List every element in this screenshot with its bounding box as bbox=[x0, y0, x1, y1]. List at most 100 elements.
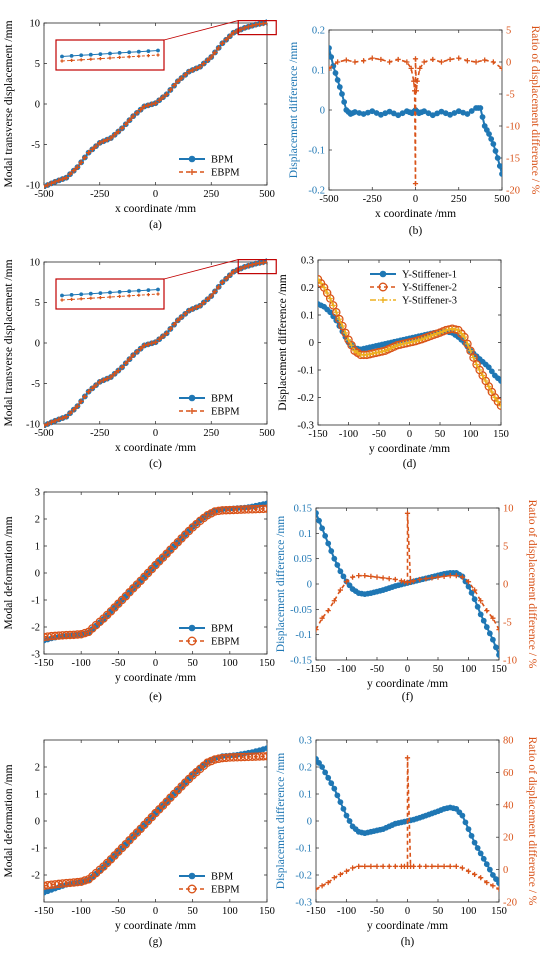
data-point bbox=[430, 56, 436, 63]
data-point bbox=[406, 339, 413, 346]
y-tick-label: -0.3 bbox=[295, 898, 312, 909]
y-tick-label: -3 bbox=[31, 650, 40, 661]
data-point bbox=[345, 337, 352, 343]
data-point bbox=[356, 863, 362, 869]
data-point bbox=[484, 879, 490, 886]
data-point bbox=[362, 573, 368, 579]
data-point bbox=[204, 296, 211, 302]
data-point bbox=[52, 418, 58, 424]
data-point bbox=[499, 65, 502, 71]
x-tick-label: -50 bbox=[372, 429, 386, 440]
data-point bbox=[478, 598, 484, 604]
data-point bbox=[484, 608, 490, 614]
data-point bbox=[145, 341, 151, 347]
data-point bbox=[459, 574, 465, 580]
data-point bbox=[498, 378, 501, 384]
data-point bbox=[386, 863, 392, 869]
y-tick-label: 0.1 bbox=[312, 66, 325, 77]
data-point bbox=[343, 868, 350, 874]
data-point bbox=[413, 338, 419, 344]
y-tick-label: 0.1 bbox=[299, 529, 312, 540]
y-tick-label: -0.2 bbox=[297, 393, 314, 404]
data-point bbox=[80, 876, 90, 885]
y-tick-label: -0.05 bbox=[290, 605, 312, 616]
data-point bbox=[488, 368, 495, 375]
y-tick-label: -0.2 bbox=[295, 871, 312, 882]
data-point bbox=[234, 28, 240, 34]
y-right-tick-label: 60 bbox=[503, 768, 514, 779]
data-point bbox=[52, 179, 58, 185]
y-tick-label: -1 bbox=[31, 596, 40, 607]
data-point bbox=[468, 108, 475, 114]
series-markers bbox=[316, 510, 499, 633]
data-point bbox=[126, 356, 133, 362]
legend-label: Y-Stiffener-2 bbox=[402, 283, 457, 294]
y-right-tick-label: -15 bbox=[506, 154, 520, 165]
legend-label: EBPM bbox=[211, 885, 240, 896]
y-right-tick-label: 0 bbox=[503, 580, 508, 591]
x-tick-label: 500 bbox=[259, 189, 275, 200]
data-point bbox=[340, 573, 347, 580]
data-point bbox=[386, 59, 393, 65]
data-point bbox=[461, 334, 467, 340]
data-point bbox=[230, 30, 237, 36]
y-tick-label: -0.15 bbox=[290, 656, 312, 667]
data-point bbox=[380, 297, 386, 303]
data-point bbox=[490, 615, 496, 621]
y-tick-label: 0.1 bbox=[299, 790, 312, 801]
data-point bbox=[429, 863, 435, 869]
data-point bbox=[480, 617, 487, 624]
y-tick-label: 0 bbox=[320, 106, 325, 117]
data-point bbox=[421, 59, 427, 65]
data-point bbox=[104, 376, 110, 382]
legend-label: Y-Stiffener-3 bbox=[402, 296, 457, 307]
data-point bbox=[201, 60, 207, 67]
data-point bbox=[108, 56, 112, 60]
series-markers bbox=[44, 751, 267, 891]
data-point bbox=[416, 337, 422, 343]
data-point bbox=[373, 350, 379, 356]
data-point bbox=[89, 385, 95, 391]
data-point bbox=[48, 419, 55, 425]
data-point bbox=[423, 863, 429, 869]
y-tick-label: 0.2 bbox=[312, 26, 325, 37]
zoom-connector bbox=[163, 20, 239, 41]
data-point bbox=[89, 57, 93, 61]
data-point bbox=[350, 574, 356, 580]
data-point bbox=[182, 311, 188, 317]
data-point bbox=[463, 339, 472, 349]
legend-label: BPM bbox=[211, 624, 234, 635]
data-point bbox=[462, 819, 469, 826]
inset-series bbox=[60, 48, 160, 63]
y-right-tick-label: 40 bbox=[503, 800, 514, 811]
data-point bbox=[48, 180, 55, 186]
data-point bbox=[434, 331, 440, 337]
data-point bbox=[404, 579, 411, 586]
data-point bbox=[480, 855, 487, 862]
data-point bbox=[494, 155, 501, 161]
legend-label: BPM bbox=[211, 155, 234, 166]
data-point bbox=[392, 576, 398, 583]
data-point bbox=[316, 510, 319, 516]
y-axis-label: Modal deformation /mm bbox=[3, 516, 15, 629]
data-point bbox=[182, 72, 188, 78]
data-point bbox=[429, 575, 435, 581]
data-point bbox=[71, 407, 77, 413]
y-right-tick-label: -20 bbox=[503, 898, 517, 909]
data-point bbox=[242, 25, 248, 31]
data-point bbox=[130, 352, 136, 358]
data-point bbox=[134, 349, 140, 355]
data-point bbox=[145, 102, 151, 108]
data-point bbox=[193, 65, 199, 71]
data-point bbox=[474, 603, 481, 610]
data-point bbox=[137, 293, 141, 297]
data-point bbox=[335, 314, 344, 324]
data-point bbox=[459, 812, 466, 819]
data-point bbox=[490, 883, 496, 889]
data-point bbox=[417, 863, 423, 869]
data-point bbox=[474, 845, 481, 851]
data-point bbox=[441, 573, 447, 579]
data-point bbox=[112, 132, 118, 138]
data-point bbox=[156, 287, 160, 292]
y-tick-label: 0.2 bbox=[299, 763, 312, 774]
